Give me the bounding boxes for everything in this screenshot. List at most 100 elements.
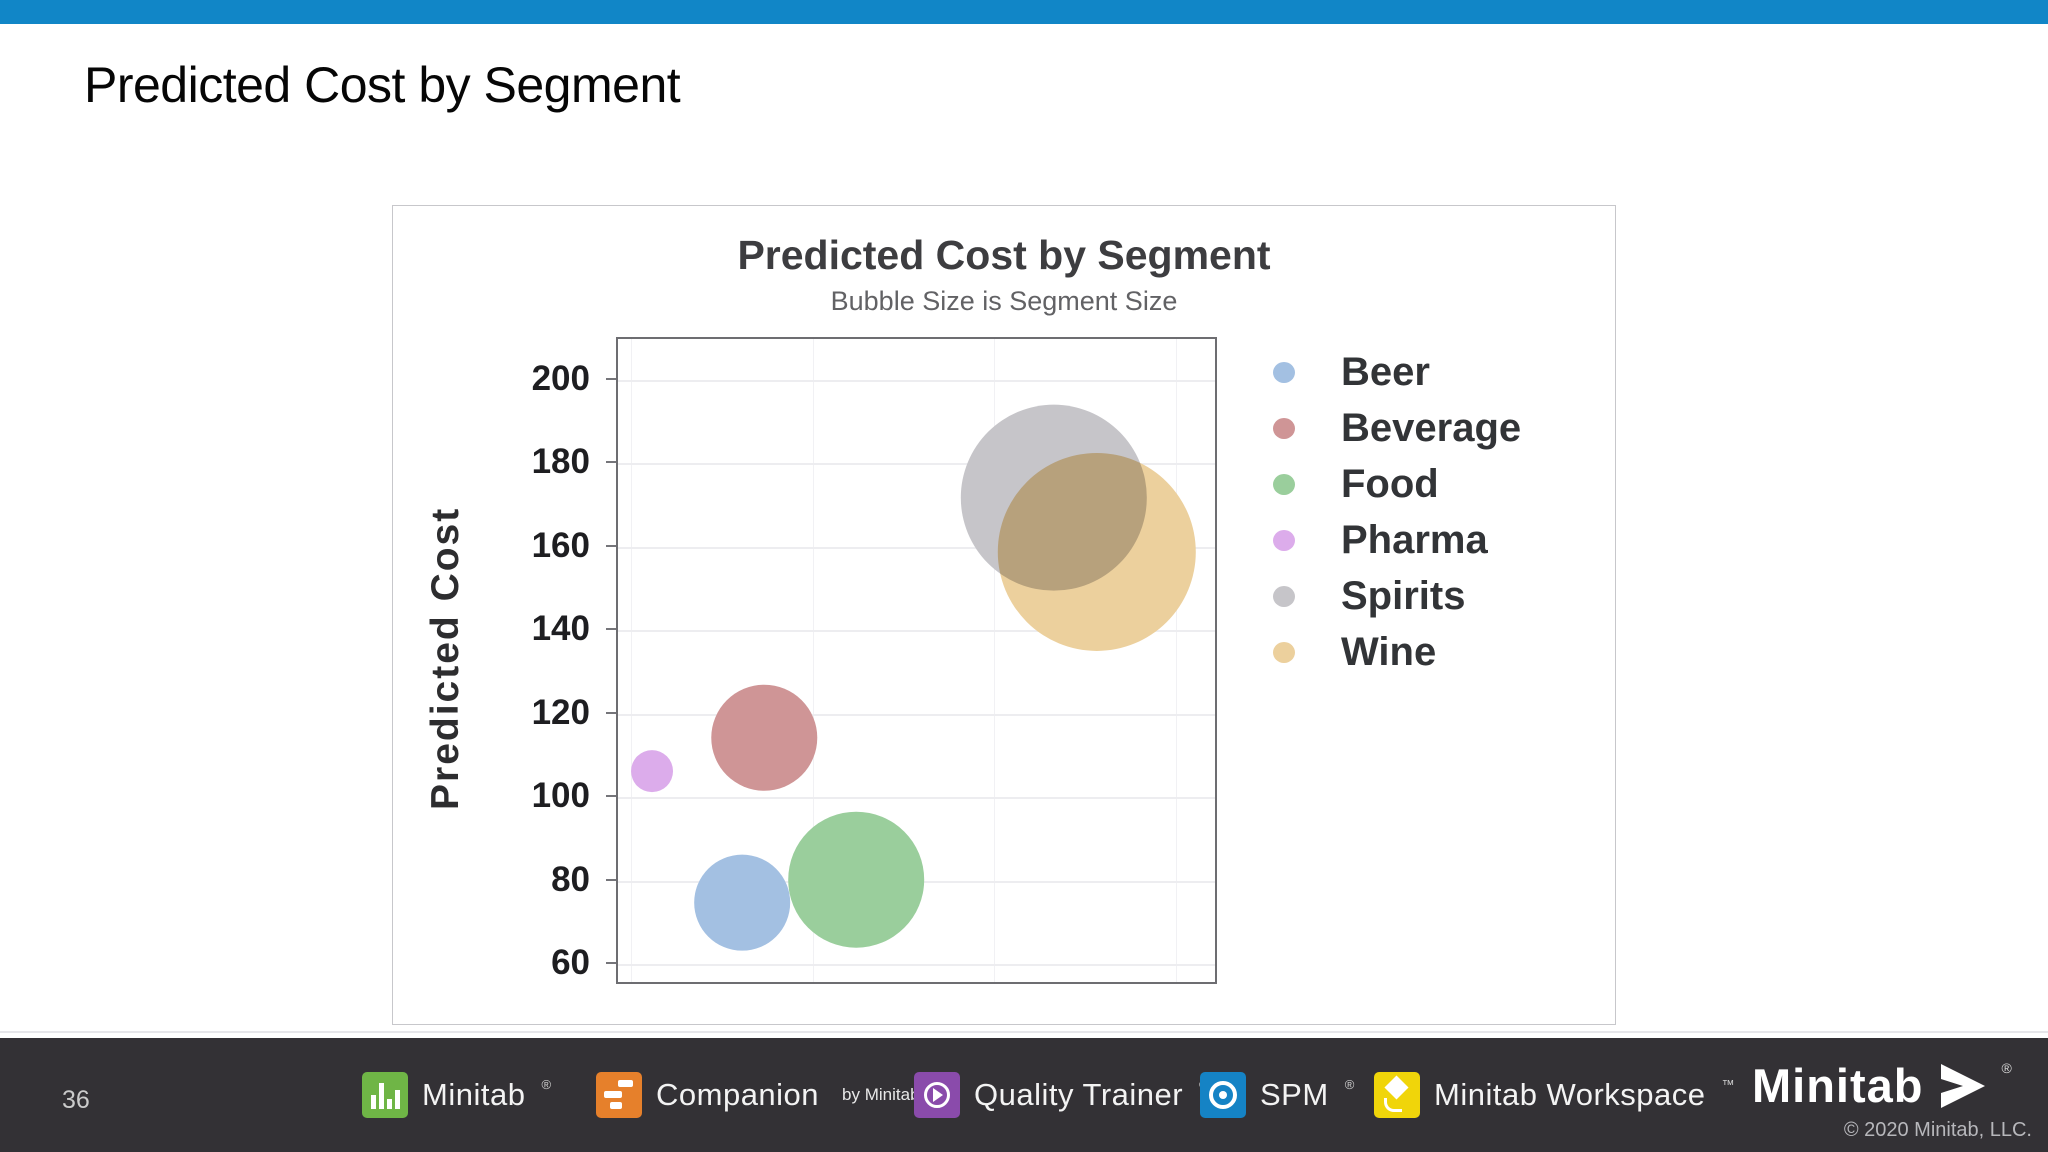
play-glyph [933,1088,943,1102]
y-gridline [618,964,1215,967]
y-tick-label: 160 [531,525,590,565]
product-name: Companion [656,1077,820,1112]
legend-label-beer: Beer [1341,350,1430,394]
chart-subtitle: Bubble Size is Segment Size [830,286,1178,316]
y-gridline [618,379,1215,382]
curved-arrow-glyph [1384,1098,1402,1112]
bubble-layer [631,404,1196,951]
gantt-bar [604,1091,622,1098]
footer-logo-quality-trainer: Quality Trainer® [914,1072,1209,1118]
y-gridline [618,880,1215,883]
x-gridline [1175,339,1177,982]
footer-bar: 36 Minitab ® Companion by Minitab ® Quality… [0,1038,2048,1152]
product-name: Quality Trainer [974,1077,1184,1112]
y-tick-label: 60 [551,943,590,983]
plot-area [616,337,1217,984]
bubble-food [788,811,925,948]
footer-logo-spm: SPM ® [1200,1072,1354,1118]
workspace-diamond-icon [1374,1072,1420,1118]
y-axis: 200 180 160 140 120 100 80 60 [479,337,616,983]
legend-label-wine: Wine [1341,630,1437,674]
y-tick-mark [606,962,616,965]
top-accent-bar [0,0,2048,24]
x-gridline [994,339,996,982]
legend-swatch-pharma [1273,530,1295,551]
legend-swatch-spirits [1273,586,1295,607]
page-title: Predicted Cost by Segment [84,57,681,113]
barchart-glyph [362,1072,408,1118]
legend-swatch-beverage [1273,418,1295,439]
bubble-wine [997,452,1196,651]
bubble-pharma [631,750,674,793]
swirl-glyph [1209,1081,1237,1109]
bubble-beer [694,854,791,951]
spm-swirl-icon [1200,1072,1246,1118]
y-axis-label: Predicted Cost [424,506,467,811]
y-gridline [618,797,1215,800]
legend: Beer Beverage Food Pharma Spirits Wine [1273,350,1522,674]
y-tick-mark [606,461,616,464]
bubble-beverage [711,684,818,791]
y-tick-mark [606,544,616,547]
legend-item-wine: Wine [1273,630,1521,674]
legend-swatch-food [1273,474,1295,495]
y-gridline [618,463,1215,466]
page-number: 36 [62,1086,90,1114]
y-gridline [618,630,1215,633]
y-tick-mark [606,878,616,881]
y-gridline [618,546,1215,549]
circle-glyph [924,1082,950,1108]
registered-mark: ® [2001,1059,2012,1076]
y-tick-mark [606,628,616,631]
legend-swatch-wine [1273,642,1295,663]
legend-label-spirits: Spirits [1341,574,1466,618]
legend-label-food: Food [1341,462,1439,506]
trademark-mark: ™ [1721,1076,1735,1092]
y-tick-mark [606,711,616,714]
legend-item-beverage: Beverage [1273,406,1522,450]
registered-mark: ® [1344,1076,1355,1092]
dot-glyph [1219,1091,1227,1099]
companion-gantt-icon [596,1072,642,1118]
product-name: Minitab Workspace [1434,1077,1706,1112]
product-name: SPM [1260,1077,1329,1112]
product-name: Minitab [422,1077,526,1112]
legend-swatch-beer [1273,362,1295,383]
legend-item-beer: Beer [1273,350,1521,394]
y-tick-label: 140 [531,609,590,649]
gantt-bar [610,1102,622,1109]
x-gridline [631,339,633,982]
x-gridline [812,339,814,982]
gantt-bar [618,1080,633,1087]
y-tick-label: 80 [551,859,590,899]
footer-logo-minitab: Minitab ® [362,1072,551,1118]
diamond-glyph [1384,1075,1409,1100]
minitab-brand-logo: Minitab ® © 2020 Minitab, LLC. [1752,1058,2032,1142]
bubble-spirits [960,404,1147,591]
y-tick-label: 200 [531,358,590,398]
copyright-text: © 2020 Minitab, LLC. [1843,1119,2032,1141]
footer-logo-minitab-workspace: Minitab Workspace ™ [1374,1072,1735,1118]
legend-label-pharma: Pharma [1341,518,1488,562]
legend-item-spirits: Spirits [1273,574,1521,618]
y-tick-label: 100 [531,776,590,816]
y-tick-label: 180 [531,442,590,482]
legend-item-pharma: Pharma [1273,518,1521,562]
minitab-arrow-icon [1941,1063,1986,1108]
footer-divider [0,1031,2048,1033]
chart-title: Predicted Cost by Segment [737,232,1271,278]
brand-wordmark: Minitab [1752,1059,1924,1112]
chart-panel: Predicted Cost by Segment Bubble Size is… [392,205,1616,1025]
product-suffix: by Minitab [842,1085,920,1104]
legend-item-food: Food [1273,462,1521,506]
minitab-barchart-icon [362,1072,408,1118]
y-tick-mark [606,795,616,798]
registered-mark: ® [541,1076,552,1092]
legend-label-beverage: Beverage [1341,406,1522,450]
y-tick-mark [606,377,616,380]
y-gridline [618,713,1215,716]
y-tick-label: 120 [531,692,590,732]
play-circle-icon [914,1072,960,1118]
